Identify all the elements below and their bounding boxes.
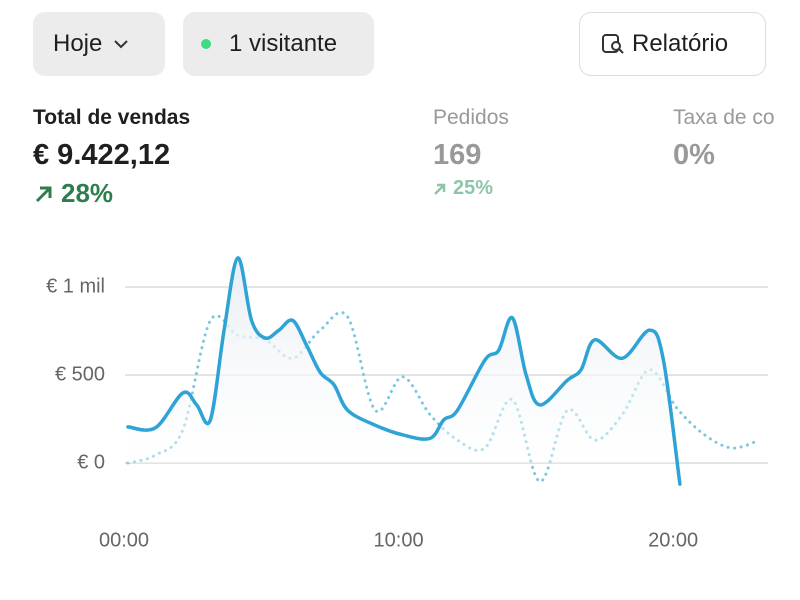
line <box>126 256 682 486</box>
metric-label: Total de vendas <box>33 106 191 129</box>
report-button[interactable]: Relatório <box>579 12 766 76</box>
change-text: 25% <box>453 177 494 199</box>
visitors-button[interactable]: 1 visitante <box>183 12 374 76</box>
period-button[interactable]: Hoje <box>33 12 165 76</box>
report-label: Relatório <box>632 30 729 57</box>
metric-value: € 9.422,12 <box>33 139 171 171</box>
y-tick-label: € 0 <box>77 451 105 473</box>
y-tick-label: € 500 <box>55 363 105 385</box>
metric-change: 25% <box>433 177 493 200</box>
x-tick-label: 10:00 <box>374 529 424 551</box>
metric-value: 169 <box>433 139 482 171</box>
chart: € 0 € 500 € 1 mil 00:00 10:00 20:00 <box>46 256 768 551</box>
metric-value: 0% <box>673 139 715 171</box>
y-tick-label: € 1 mil <box>46 275 105 297</box>
metric-label: Taxa de co <box>673 106 775 129</box>
metric-label: Pedidos <box>433 106 509 129</box>
visitors-label: 1 visitante <box>229 30 338 57</box>
up-arrow <box>434 183 446 195</box>
change-text: 28% <box>61 178 114 208</box>
up-arrow <box>35 186 52 202</box>
x-tick-label: 20:00 <box>648 529 698 551</box>
area <box>128 257 680 485</box>
metric-change: 28% <box>33 178 113 209</box>
period-label: Hoje <box>53 30 103 57</box>
live-dot <box>201 39 211 49</box>
chevron-icon <box>114 40 129 49</box>
report-icon <box>602 34 624 54</box>
x-tick-label: 00:00 <box>99 529 149 551</box>
